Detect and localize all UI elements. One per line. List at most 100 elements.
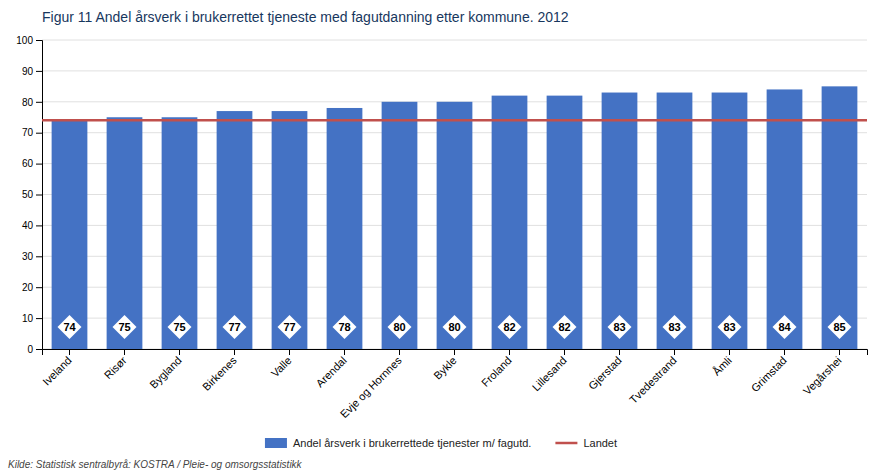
y-tick-label: 20 (22, 282, 34, 293)
bar (602, 93, 638, 349)
bar (547, 96, 583, 349)
y-tick-label: 90 (22, 66, 34, 77)
x-tick: Froland (479, 349, 514, 389)
x-tick-mark (289, 349, 290, 355)
y-axis-line (36, 41, 43, 350)
plot: 0102030405060708090100747575777778808082… (16, 35, 867, 420)
y-tick-label: 80 (22, 97, 34, 108)
label-diamond (168, 315, 192, 339)
x-tick-label: Evje og Hornnes (338, 354, 404, 420)
label-diamond (718, 315, 742, 339)
y-tick-label: 50 (22, 189, 34, 200)
y-tick-mark (36, 102, 42, 103)
x-tick-label: Grimstad (749, 354, 789, 394)
x-tick-label: Åmli (710, 354, 734, 378)
legend-swatch (265, 438, 287, 448)
x-tick-mark (234, 349, 235, 355)
legend-label: Landet (583, 437, 617, 449)
data-label: 84 (778, 321, 791, 333)
bar (767, 89, 803, 349)
x-tick-label: Bykle (431, 354, 459, 382)
legend: Andel årsverk i brukerrettede tjenester … (265, 437, 617, 449)
y-tick: 50 (22, 189, 42, 200)
title: Figur 11 Andel årsverk i brukerrettet tj… (42, 9, 569, 25)
y-tick: 100 (16, 35, 42, 46)
legend-item: Andel årsverk i brukerrettede tjenester … (265, 437, 531, 449)
x-tick-mark (454, 349, 455, 355)
y-tick-mark (36, 225, 42, 226)
x-tick-mark (564, 349, 565, 355)
x-tick-mark (509, 349, 510, 355)
label-diamond (828, 315, 852, 339)
x-tick: Lillesand (530, 349, 569, 393)
x-tick-mark (69, 349, 70, 355)
x-tick: Valle (269, 349, 294, 379)
label-diamond (553, 315, 577, 339)
x-axis-line (43, 350, 868, 356)
y-tick-mark (36, 318, 42, 319)
x-tick-mark (784, 349, 785, 355)
bar (107, 117, 143, 349)
y-tick-label: 0 (27, 344, 33, 355)
x-tick: Birkenes (200, 349, 239, 393)
y-tick-mark (36, 287, 42, 288)
x-tick: Evje og Hornnes (338, 349, 404, 420)
chart-svg: Figur 11 Andel årsverk i brukerrettet tj… (0, 0, 882, 474)
y-tick-label: 30 (22, 251, 34, 262)
data-label: 75 (118, 321, 130, 333)
data-label: 83 (668, 321, 680, 333)
y-tick: 40 (22, 220, 42, 231)
label-diamond (498, 315, 522, 339)
x-tick-mark (674, 349, 675, 355)
data-label: 83 (613, 321, 625, 333)
bar (327, 108, 363, 349)
bar (272, 111, 308, 349)
x-tick-label: Vegårshei (801, 354, 844, 397)
x-tick-mark (399, 349, 400, 355)
label-diamond (773, 315, 797, 339)
y-tick: 70 (22, 127, 42, 138)
data-label: 82 (503, 321, 515, 333)
marks (42, 86, 867, 349)
data-label: 80 (448, 321, 460, 333)
y-tick: 60 (22, 158, 42, 169)
bar (217, 111, 253, 349)
y-tick-mark (36, 71, 42, 72)
x-tick: Bykle (431, 349, 459, 382)
label-diamond (443, 315, 467, 339)
x-tick-label: Tvedestrand (627, 354, 679, 406)
y-tick-mark (36, 133, 42, 134)
grid (42, 40, 867, 349)
data-label: 78 (338, 321, 350, 333)
y-tick: 10 (22, 313, 42, 324)
y-tick-label: 10 (22, 313, 34, 324)
bar (712, 93, 748, 349)
y-tick-label: 60 (22, 158, 34, 169)
x-tick-mark (124, 349, 125, 355)
x-tick: Grimstad (749, 349, 789, 394)
label-diamond (663, 315, 687, 339)
x-tick: Arendal (313, 349, 348, 389)
x-tick: Bygland (147, 349, 184, 391)
x-tick-mark (729, 349, 730, 355)
y-tick-label: 100 (16, 35, 33, 46)
legend-swatch (555, 442, 577, 445)
y-tick-mark (36, 349, 42, 350)
y-tick-mark (36, 256, 42, 257)
bar (162, 117, 198, 349)
x-tick-mark (619, 349, 620, 355)
bar (437, 102, 473, 349)
x-tick-label: Arendal (313, 354, 348, 389)
y-axis: 0 10 20 30 40 50 60 70 80 90 100 (16, 35, 42, 355)
x-tick: Tvedestrand (627, 349, 679, 406)
reference-line (42, 119, 867, 122)
x-tick-label: Risør (102, 354, 129, 381)
bar (492, 96, 528, 349)
data-label: 75 (173, 321, 185, 333)
x-tick-label: Iveland (40, 354, 74, 388)
x-axis: Iveland Risør Bygland Birkenes Valle ArendalE… (40, 349, 867, 420)
x-tick: Risør (102, 349, 129, 381)
y-tick: 20 (22, 282, 42, 293)
data-label: 80 (393, 321, 405, 333)
x-tick-label: Lillesand (530, 354, 569, 393)
